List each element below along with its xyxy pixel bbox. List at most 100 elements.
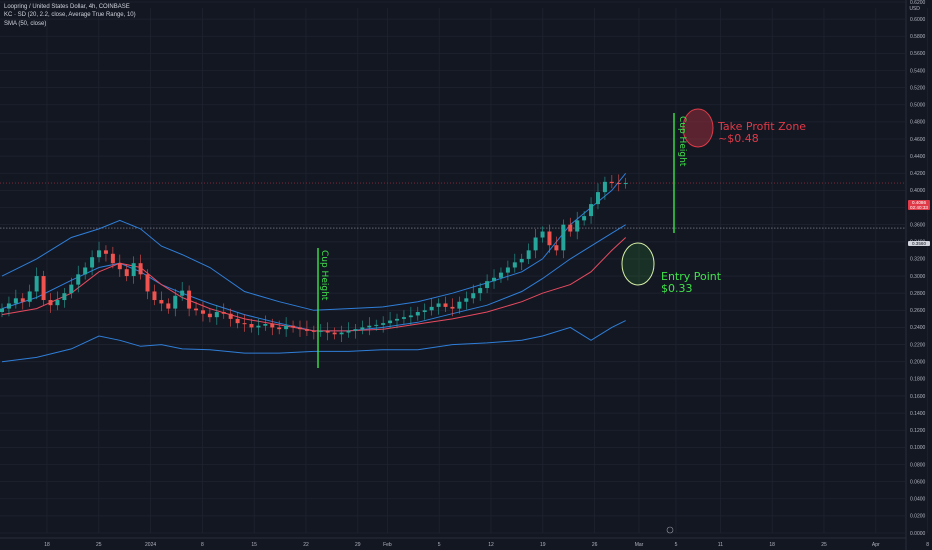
y-tick-label: 0.5200 bbox=[910, 85, 926, 91]
candle-body bbox=[138, 263, 143, 275]
candle-body bbox=[291, 325, 296, 328]
y-tick-label: 0.0000 bbox=[910, 531, 926, 537]
candle-body bbox=[103, 250, 108, 254]
candle-body bbox=[55, 300, 60, 306]
candle-body bbox=[124, 269, 129, 277]
entry-point-title: Entry Point bbox=[661, 270, 722, 283]
y-tick-label: 0.1200 bbox=[910, 428, 926, 434]
y-tick-label: 0.1400 bbox=[910, 411, 926, 417]
y-tick-label: 0.4200 bbox=[910, 171, 926, 177]
candle-body bbox=[41, 276, 46, 301]
candle-body bbox=[478, 288, 483, 294]
x-tick-label: 12 bbox=[488, 542, 494, 548]
candle-body bbox=[20, 298, 25, 302]
y-tick-label: 0.1000 bbox=[910, 445, 926, 451]
x-tick-label: 26 bbox=[592, 542, 598, 548]
candle-body bbox=[381, 323, 386, 325]
candle-body bbox=[332, 332, 337, 335]
y-tick-label: 0.3200 bbox=[910, 257, 926, 263]
entry-point-circle bbox=[621, 242, 655, 286]
candle-body bbox=[595, 192, 600, 205]
candle-body bbox=[512, 262, 517, 268]
annotation-layer bbox=[317, 108, 714, 534]
x-tick-label: 5 bbox=[438, 542, 441, 548]
candle-body bbox=[145, 274, 150, 292]
candle-body bbox=[325, 330, 330, 333]
candle-body bbox=[422, 310, 427, 313]
candle-body bbox=[83, 267, 88, 275]
entry-point-label: Entry Point $0.33 bbox=[661, 271, 721, 295]
x-tick-label: 18 bbox=[769, 542, 775, 548]
candle-body bbox=[401, 317, 406, 319]
y-tick-label: 0.0600 bbox=[910, 479, 926, 485]
candle-body bbox=[235, 318, 240, 324]
candle-body bbox=[152, 291, 157, 301]
last-price-tag: 0.4086 02:40:33 bbox=[908, 200, 930, 211]
candle-body bbox=[589, 204, 594, 217]
last-price-value: 0.4086 bbox=[911, 200, 927, 205]
candle-body bbox=[297, 327, 302, 330]
candle-body bbox=[609, 181, 614, 184]
candle-body bbox=[395, 318, 400, 321]
candle-body bbox=[166, 303, 171, 309]
candle-body bbox=[311, 330, 316, 332]
candle-body bbox=[367, 325, 372, 328]
y-tick-label: 0.4400 bbox=[910, 154, 926, 160]
candle-body bbox=[415, 312, 420, 316]
candle-body bbox=[173, 295, 178, 309]
y-tick-label: 0.5000 bbox=[910, 103, 926, 109]
candle-body bbox=[62, 293, 67, 301]
candle-body bbox=[284, 325, 289, 330]
candle-body bbox=[526, 250, 531, 259]
candle-body bbox=[540, 231, 545, 238]
candle-body bbox=[277, 327, 282, 330]
candle-body bbox=[97, 250, 102, 258]
candle-body bbox=[360, 327, 365, 330]
candle-body bbox=[90, 257, 95, 268]
candle-body bbox=[353, 329, 358, 331]
chart-legend: Loopring / United States Dollar, 4h, COI… bbox=[4, 3, 136, 28]
candle-body bbox=[374, 324, 379, 326]
take-profit-price: ~$0.48 bbox=[718, 132, 759, 145]
candle-body bbox=[554, 245, 559, 251]
candle-body bbox=[457, 301, 462, 309]
event-marker-icon bbox=[666, 526, 674, 534]
candle-body bbox=[505, 267, 510, 273]
candle-body bbox=[575, 220, 580, 232]
y-tick-label: 0.0400 bbox=[910, 497, 926, 503]
candle-body bbox=[194, 308, 199, 311]
candle-body bbox=[346, 330, 351, 333]
candle-body bbox=[214, 312, 219, 318]
candle-body bbox=[547, 231, 552, 246]
keltner-lower-line bbox=[1, 320, 626, 363]
y-tick-label: 0.6200 bbox=[910, 0, 926, 6]
x-tick-label: 29 bbox=[355, 542, 361, 548]
candle-body bbox=[76, 274, 81, 285]
currency-label: USD bbox=[909, 6, 920, 12]
candle-body bbox=[69, 284, 74, 294]
x-tick-label: Mar bbox=[635, 542, 644, 548]
candle-body bbox=[485, 281, 490, 289]
y-tick-label: 0.4600 bbox=[910, 137, 926, 143]
candle-body bbox=[159, 300, 164, 304]
candle-body bbox=[623, 183, 628, 185]
candle-body bbox=[533, 237, 538, 251]
y-tick-label: 0.5600 bbox=[910, 51, 926, 57]
candle-body bbox=[200, 310, 205, 314]
candle-body bbox=[429, 306, 434, 311]
x-tick-label: 25 bbox=[96, 542, 102, 548]
y-tick-label: 0.2400 bbox=[910, 325, 926, 331]
candle-body bbox=[519, 258, 524, 263]
candle-body bbox=[187, 290, 192, 309]
candle-body bbox=[436, 303, 441, 307]
y-tick-label: 0.0200 bbox=[910, 514, 926, 520]
candle-body bbox=[388, 320, 393, 324]
candle-body bbox=[450, 306, 455, 309]
reference-price-value: 0.3560 bbox=[911, 241, 927, 246]
x-tick-label: Feb bbox=[383, 542, 392, 548]
take-profit-title: Take Profit Zone bbox=[718, 120, 807, 133]
candle-body bbox=[339, 332, 344, 335]
x-tick-label: 5 bbox=[675, 542, 678, 548]
